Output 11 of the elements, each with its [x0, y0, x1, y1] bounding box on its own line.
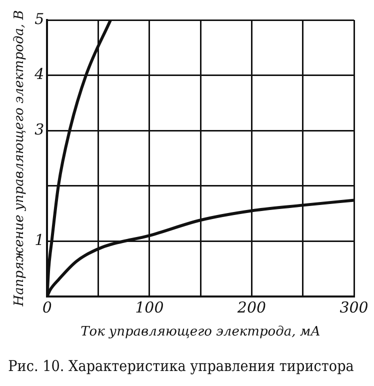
y-tick-label: 1 [34, 231, 44, 250]
x-tick-label: 0 [42, 298, 52, 316]
y-tick-label: 3 [34, 120, 44, 138]
y-axis-title: Напряжение управляющего электрода, В [12, 10, 28, 308]
x-axis-title: Ток управляющего электрода, мА [80, 324, 321, 340]
text: Рис. 10. Характеристика управления тиристора [8, 358, 354, 376]
x-tick-label: 300 [340, 298, 369, 316]
y-tick-label: 4 [34, 65, 44, 84]
x-tick-label: 100 [135, 298, 164, 316]
x-tick-label: 200 [236, 298, 266, 316]
y-tick-label: 5 [34, 10, 44, 28]
